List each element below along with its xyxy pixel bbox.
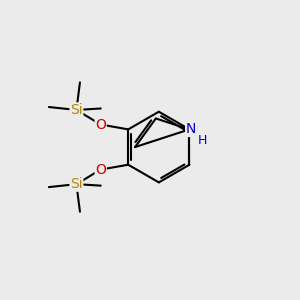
Text: N: N	[186, 122, 196, 136]
Text: O: O	[95, 118, 106, 131]
Text: H: H	[198, 134, 207, 147]
Text: Si: Si	[70, 177, 83, 191]
Text: O: O	[95, 163, 106, 177]
Text: Si: Si	[70, 103, 83, 117]
